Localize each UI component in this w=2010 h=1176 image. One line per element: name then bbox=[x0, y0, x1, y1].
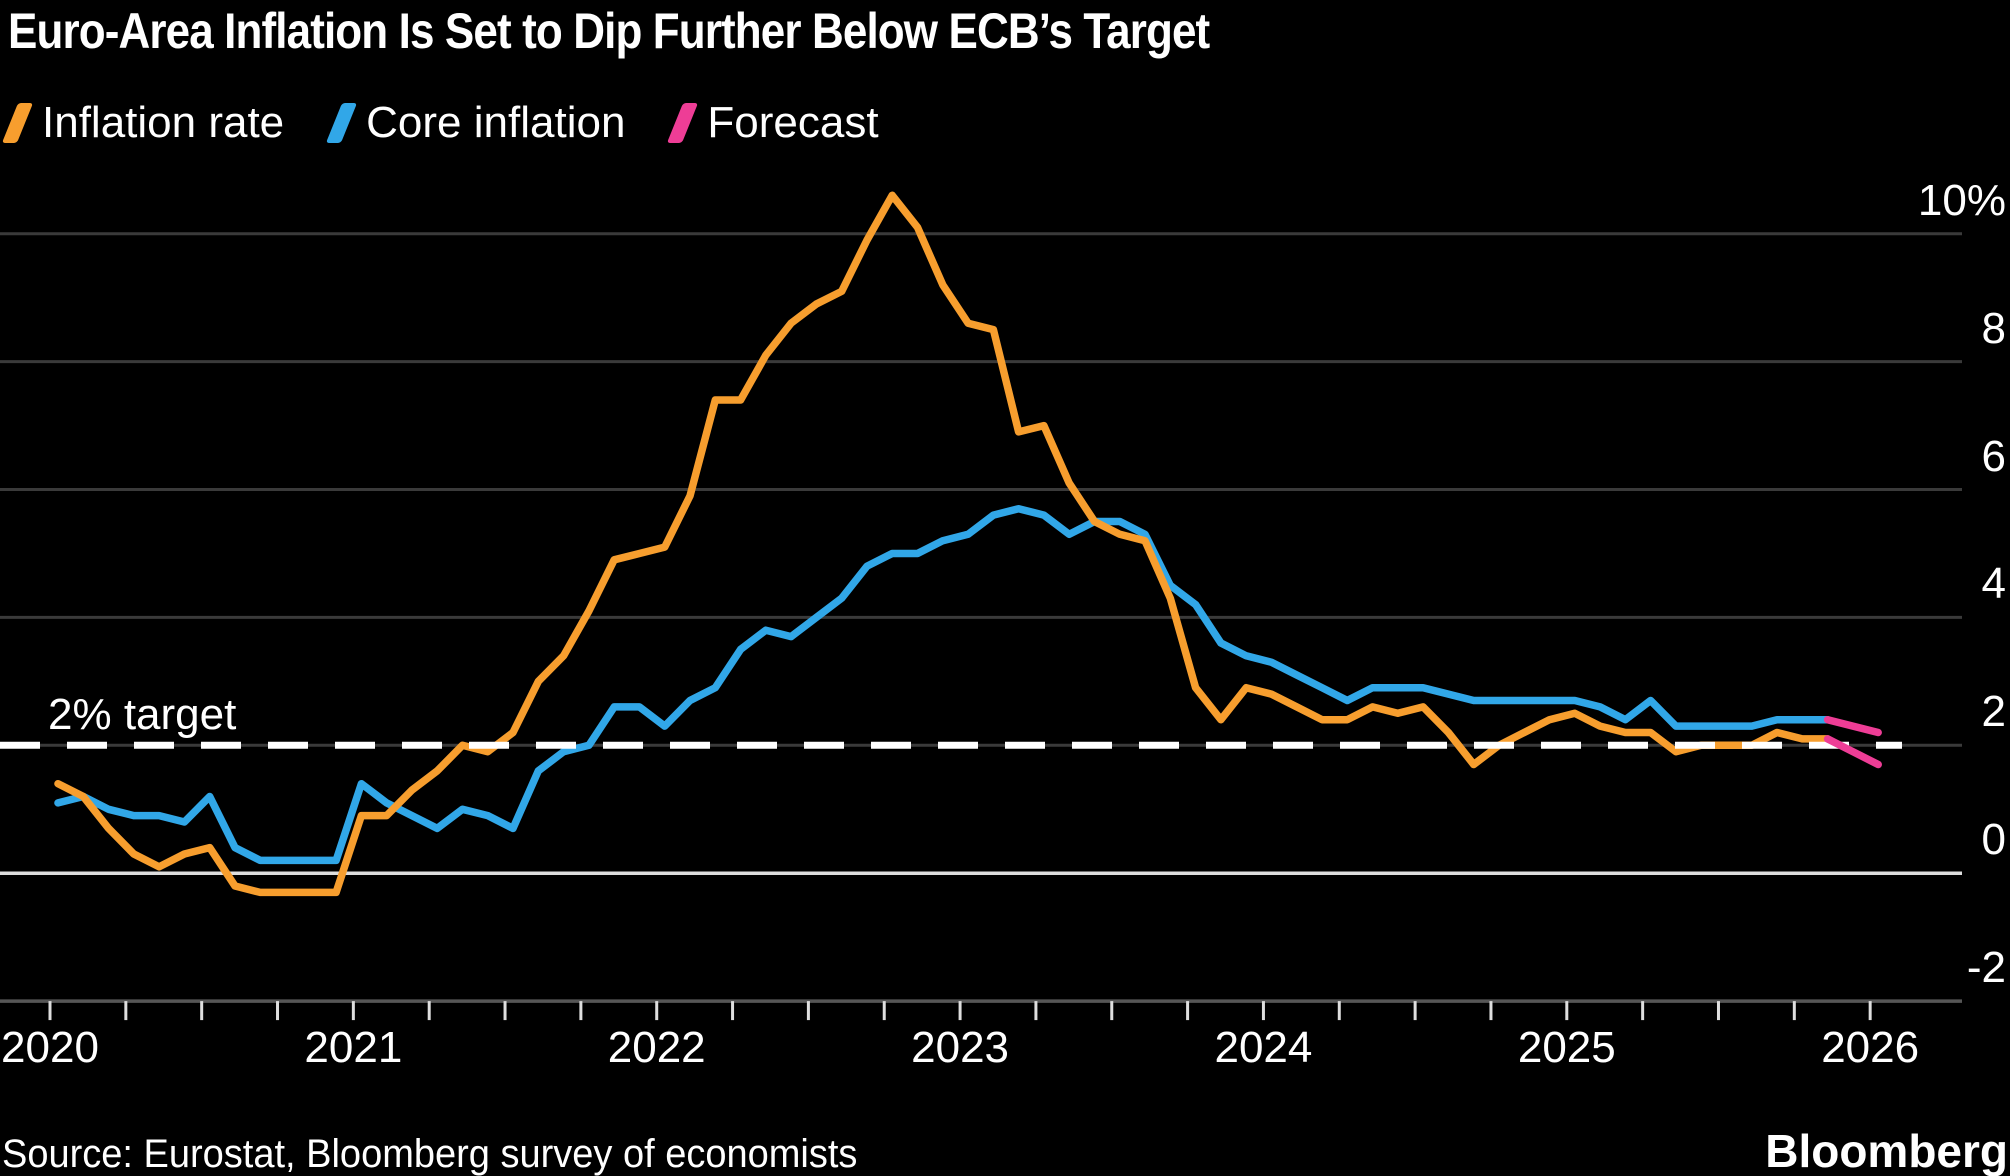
x-axis-label: 2024 bbox=[1214, 1023, 1313, 1072]
y-axis-label: 4 bbox=[1981, 559, 2006, 609]
y-axis-label: 0 bbox=[1981, 815, 2006, 865]
legend-item-inflation-rate: Inflation rate bbox=[1, 98, 285, 148]
brand-logo: Bloomberg bbox=[1765, 1125, 2008, 1176]
x-axis-label: 2020 bbox=[1, 1023, 99, 1072]
x-axis-label: 2022 bbox=[607, 1023, 706, 1072]
forecast-line-inflation-rate bbox=[1823, 735, 1882, 769]
x-axis-label: 2021 bbox=[304, 1023, 403, 1072]
chart-title: Euro-Area Inflation Is Set to Dip Furthe… bbox=[8, 3, 1210, 59]
legend-label: Core inflation bbox=[366, 98, 626, 147]
y-axis-label: -2 bbox=[1966, 943, 2006, 993]
target-line-label: 2% target bbox=[48, 690, 237, 739]
y-axis-label: 10% bbox=[1917, 175, 2006, 225]
legend-item-forecast: Forecast bbox=[667, 98, 879, 148]
series-line-core-inflation bbox=[54, 504, 1832, 865]
y-axis-label: 6 bbox=[1981, 431, 2006, 481]
chart-legend: Inflation rate Core inflation Forecast bbox=[1, 98, 879, 148]
y-axis-label: 8 bbox=[1981, 303, 2006, 353]
series-line-inflation-rate bbox=[54, 191, 1832, 897]
source-note: Source: Eurostat, Bloomberg survey of ec… bbox=[2, 1132, 858, 1176]
legend-label: Forecast bbox=[707, 98, 879, 147]
x-axis-label: 2025 bbox=[1517, 1023, 1616, 1072]
x-axis-label: 2026 bbox=[1821, 1023, 1920, 1072]
x-axis-label: 2023 bbox=[911, 1023, 1010, 1072]
y-axis-label: 2 bbox=[1981, 687, 2006, 737]
forecast-line-core-inflation bbox=[1823, 715, 1882, 737]
legend-item-core-inflation: Core inflation bbox=[326, 98, 626, 148]
legend-label: Inflation rate bbox=[42, 98, 285, 147]
